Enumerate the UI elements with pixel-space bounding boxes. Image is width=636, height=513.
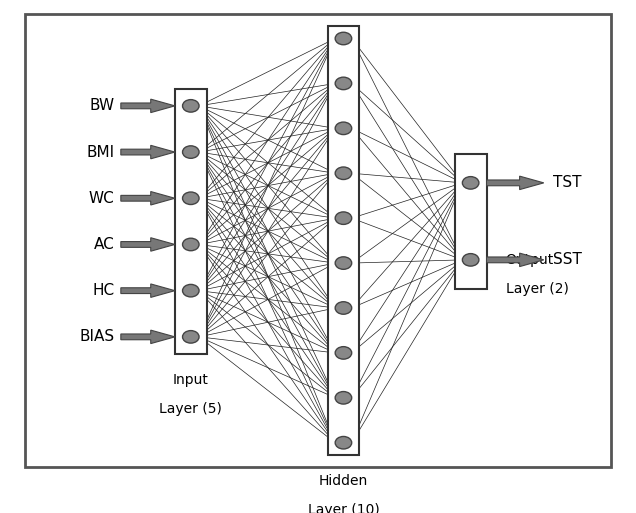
FancyArrow shape (121, 191, 175, 205)
Circle shape (335, 122, 352, 134)
Circle shape (462, 253, 479, 266)
Text: TST: TST (553, 175, 582, 190)
Bar (328, 27, 359, 455)
Circle shape (335, 437, 352, 449)
FancyArrow shape (121, 284, 175, 298)
Circle shape (335, 302, 352, 314)
Text: Layer (2): Layer (2) (506, 282, 569, 295)
FancyArrow shape (121, 238, 175, 251)
Circle shape (335, 77, 352, 90)
Circle shape (335, 347, 352, 359)
Text: WC: WC (89, 191, 114, 206)
FancyArrow shape (487, 176, 544, 190)
Text: SST: SST (553, 252, 582, 267)
Text: Layer (5): Layer (5) (160, 402, 222, 416)
Circle shape (183, 330, 199, 343)
Text: Layer (10): Layer (10) (308, 503, 379, 513)
Circle shape (183, 192, 199, 205)
Text: HC: HC (92, 283, 114, 298)
Circle shape (335, 32, 352, 45)
Circle shape (183, 284, 199, 297)
Circle shape (335, 257, 352, 269)
Text: Output: Output (506, 253, 554, 267)
Text: BMI: BMI (86, 145, 114, 160)
FancyArrow shape (121, 145, 175, 159)
Circle shape (335, 167, 352, 180)
FancyArrow shape (121, 99, 175, 113)
Text: Input: Input (173, 373, 209, 387)
FancyArrow shape (487, 253, 544, 267)
Text: BW: BW (89, 98, 114, 113)
Circle shape (335, 391, 352, 404)
Circle shape (462, 176, 479, 189)
Circle shape (183, 146, 199, 159)
Bar (175, 89, 207, 353)
Circle shape (183, 100, 199, 112)
Text: AC: AC (93, 237, 114, 252)
Text: Hidden: Hidden (319, 474, 368, 488)
Bar (455, 154, 487, 289)
FancyArrow shape (121, 330, 175, 344)
Text: BIAS: BIAS (80, 329, 114, 344)
Circle shape (335, 212, 352, 224)
Circle shape (183, 238, 199, 251)
